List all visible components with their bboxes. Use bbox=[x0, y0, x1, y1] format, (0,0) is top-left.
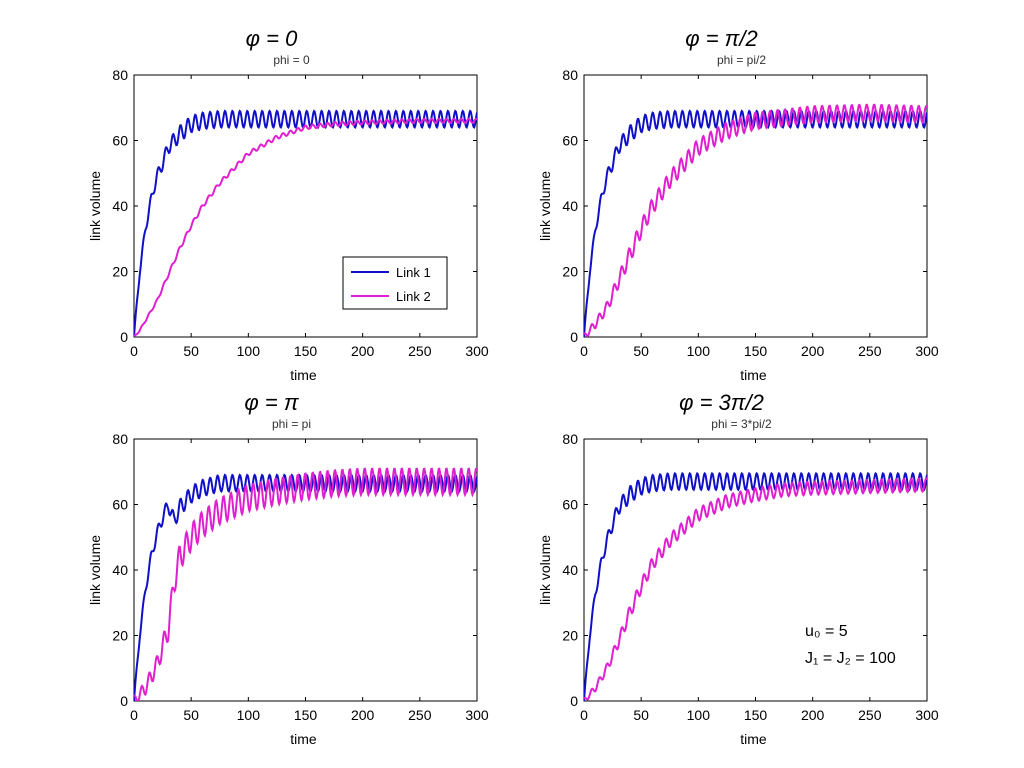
series-line-link-2 bbox=[584, 477, 927, 701]
legend-box bbox=[342, 256, 448, 310]
legend-label: Link 1 bbox=[396, 265, 431, 280]
chart-panel-3: φ = π phi = pi 0 50 100 150 200 250 300 0 20 40 60 80… bbox=[87, 390, 489, 747]
panel-subtitle: phi = 3*pi/2 bbox=[711, 417, 772, 431]
annotation-text: u₀ = 5 bbox=[805, 623, 848, 640]
legend-label: Link 2 bbox=[396, 289, 431, 304]
chart-panel-1: φ = 0 phi = 0 0 50 100 150 200 250 300 0 20 40 60 80 t… bbox=[87, 26, 489, 383]
panel-subtitle: phi = pi/2 bbox=[717, 53, 766, 67]
chart-panel-4: φ = 3π/2 phi = 3*pi/2 0 50 100 150 200 250 300 0 2… bbox=[537, 390, 939, 747]
panel-subtitle: phi = 0 bbox=[273, 53, 310, 67]
x-tick-label: 150 bbox=[294, 707, 318, 723]
x-axis-label: time bbox=[740, 731, 767, 747]
y-axis-label: link volume bbox=[87, 171, 103, 241]
x-tick-label: 50 bbox=[183, 707, 199, 723]
y-tick-label: 40 bbox=[562, 562, 578, 578]
y-axis-label: link volume bbox=[537, 535, 553, 605]
series-line-link-2 bbox=[584, 103, 927, 337]
x-tick-label: 0 bbox=[130, 343, 138, 359]
x-tick-label: 50 bbox=[633, 707, 649, 723]
series-line-link-1 bbox=[134, 109, 477, 337]
x-tick-label: 50 bbox=[633, 343, 649, 359]
chart-panel-2: φ = π/2 phi = pi/2 0 50 100 150 200 250 300 0 20 40… bbox=[537, 26, 939, 383]
x-tick-label: 300 bbox=[915, 343, 939, 359]
x-tick-label: 0 bbox=[580, 343, 588, 359]
series-line-link-2 bbox=[134, 117, 477, 337]
x-tick-label: 0 bbox=[580, 707, 588, 723]
y-tick-label: 20 bbox=[112, 264, 128, 280]
annotation-text: J₁ = J₂ = 100 bbox=[805, 650, 896, 667]
panel-subtitle: phi = pi bbox=[272, 417, 311, 431]
y-tick-label: 80 bbox=[562, 431, 578, 447]
y-tick-label: 80 bbox=[112, 431, 128, 447]
y-tick-label: 80 bbox=[562, 67, 578, 83]
y-axis-label: link volume bbox=[87, 535, 103, 605]
y-tick-label: 60 bbox=[112, 133, 128, 149]
x-tick-label: 250 bbox=[408, 343, 432, 359]
x-tick-label: 200 bbox=[351, 707, 375, 723]
x-tick-label: 250 bbox=[858, 343, 882, 359]
x-tick-label: 200 bbox=[801, 343, 825, 359]
x-axis-label: time bbox=[290, 367, 317, 383]
y-tick-label: 40 bbox=[112, 562, 128, 578]
x-axis-label: time bbox=[290, 731, 317, 747]
y-tick-label: 60 bbox=[562, 497, 578, 513]
panel-title: φ = 3π/2 bbox=[679, 390, 764, 415]
x-tick-label: 300 bbox=[915, 707, 939, 723]
x-tick-label: 100 bbox=[237, 343, 261, 359]
series-line-link-1 bbox=[584, 471, 927, 701]
panel-title: φ = 0 bbox=[246, 26, 298, 51]
x-axis-label: time bbox=[740, 367, 767, 383]
x-tick-label: 200 bbox=[801, 707, 825, 723]
x-tick-label: 150 bbox=[294, 343, 318, 359]
x-tick-label: 150 bbox=[744, 707, 768, 723]
x-tick-label: 200 bbox=[351, 343, 375, 359]
y-tick-label: 20 bbox=[562, 264, 578, 280]
x-tick-label: 100 bbox=[687, 343, 711, 359]
y-tick-label: 40 bbox=[112, 198, 128, 214]
x-tick-label: 250 bbox=[408, 707, 432, 723]
x-tick-label: 300 bbox=[465, 707, 489, 723]
panel-title: φ = π bbox=[244, 390, 299, 415]
x-tick-label: 150 bbox=[744, 343, 768, 359]
x-tick-label: 100 bbox=[687, 707, 711, 723]
y-tick-label: 60 bbox=[112, 497, 128, 513]
x-tick-label: 250 bbox=[858, 707, 882, 723]
y-tick-label: 40 bbox=[562, 198, 578, 214]
y-tick-label: 60 bbox=[562, 133, 578, 149]
y-tick-label: 0 bbox=[120, 329, 128, 345]
y-tick-label: 20 bbox=[112, 628, 128, 644]
legend: Link 1 Link 2 bbox=[342, 256, 448, 310]
y-tick-label: 20 bbox=[562, 628, 578, 644]
series-line-link-2 bbox=[134, 467, 477, 701]
x-tick-label: 50 bbox=[183, 343, 199, 359]
y-tick-label: 0 bbox=[570, 693, 578, 709]
y-tick-label: 0 bbox=[120, 693, 128, 709]
y-tick-label: 80 bbox=[112, 67, 128, 83]
x-tick-label: 100 bbox=[237, 707, 261, 723]
y-axis-label: link volume bbox=[537, 171, 553, 241]
x-tick-label: 0 bbox=[130, 707, 138, 723]
y-tick-label: 0 bbox=[570, 329, 578, 345]
panel-title: φ = π/2 bbox=[685, 26, 758, 51]
x-tick-label: 300 bbox=[465, 343, 489, 359]
